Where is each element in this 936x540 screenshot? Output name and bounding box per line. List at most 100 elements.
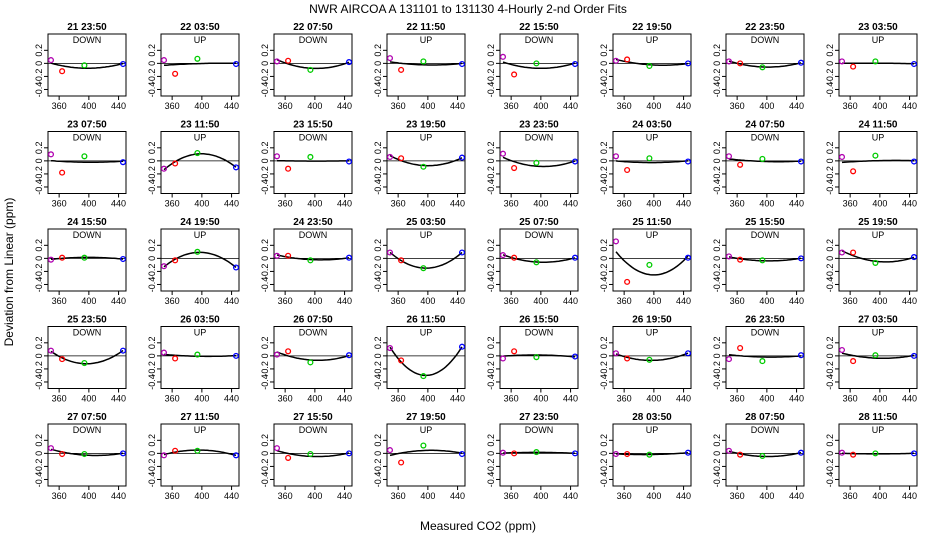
data-point bbox=[47, 151, 55, 158]
panel: 25 15:50 DOWN 360 400 440 -0.4-0.2 0 0.2 bbox=[712, 217, 805, 306]
y-tick-label: 0 bbox=[34, 256, 44, 261]
y-tick-label: -0.2 bbox=[599, 459, 609, 475]
y-tick-label: -0.2 bbox=[147, 264, 157, 280]
y-tick-label: -0.4 bbox=[260, 472, 270, 488]
x-tick-label: 440 bbox=[337, 199, 352, 209]
y-tick-label: -0.4 bbox=[34, 179, 44, 195]
panel-title: 27 11:50 bbox=[181, 412, 220, 423]
x-tick-label: 360 bbox=[391, 394, 406, 404]
data-point bbox=[759, 452, 766, 460]
x-tick-label: 440 bbox=[337, 491, 352, 501]
y-tick-label: 0 bbox=[373, 451, 383, 456]
panel: 27 07:50 DOWN 360 400 440 -0.4-0.2 0 0.2 bbox=[34, 412, 127, 501]
x-tick-label: 400 bbox=[420, 394, 435, 404]
data-point bbox=[612, 238, 620, 245]
data-point bbox=[759, 358, 766, 365]
panel-frame bbox=[160, 228, 240, 292]
data-point bbox=[232, 452, 240, 459]
data-point bbox=[386, 249, 394, 256]
data-point bbox=[725, 153, 733, 160]
x-tick-label: 400 bbox=[872, 296, 887, 306]
data-point bbox=[624, 450, 631, 458]
y-tick-label: -0.2 bbox=[147, 459, 157, 475]
x-tick-label: 400 bbox=[194, 199, 209, 209]
data-point bbox=[232, 164, 240, 171]
x-tick-label: 440 bbox=[563, 394, 578, 404]
x-tick-label: 360 bbox=[278, 199, 293, 209]
y-tick-label: 0 bbox=[599, 158, 609, 163]
panel-direction-label: UP bbox=[872, 425, 885, 435]
data-point bbox=[160, 452, 168, 459]
panel: 21 23:50 DOWN 360 400 440 -0.4-0.2 0 0.2 bbox=[34, 22, 127, 111]
data-point bbox=[398, 257, 405, 264]
data-point bbox=[612, 350, 620, 357]
data-point bbox=[499, 252, 507, 259]
y-tick-label: 0 bbox=[825, 353, 835, 358]
data-point bbox=[838, 58, 846, 65]
y-tick-label: -0.2 bbox=[260, 361, 270, 377]
panel-title: 27 19:50 bbox=[406, 412, 446, 423]
x-tick-label: 400 bbox=[759, 296, 774, 306]
data-point bbox=[571, 450, 579, 457]
x-tick-label: 400 bbox=[646, 394, 661, 404]
y-tick-label: 0.2 bbox=[712, 337, 722, 350]
data-point bbox=[737, 451, 744, 458]
x-tick-label: 360 bbox=[278, 491, 293, 501]
y-tick-label: 0 bbox=[486, 61, 496, 66]
data-point bbox=[850, 168, 857, 175]
panel-frame bbox=[612, 423, 692, 487]
y-tick-label: 0 bbox=[825, 256, 835, 261]
y-tick-label: -0.4 bbox=[825, 374, 835, 390]
x-tick-label: 360 bbox=[730, 296, 745, 306]
panel-direction-label: UP bbox=[872, 230, 885, 240]
y-tick-label: -0.2 bbox=[599, 166, 609, 182]
panel: 23 07:50 DOWN 360 400 440 -0.4-0.2 0 0.2 bbox=[34, 120, 127, 209]
panel-title: 22 19:50 bbox=[632, 22, 672, 33]
y-tick-label: -0.4 bbox=[712, 82, 722, 98]
fit-curve bbox=[615, 251, 689, 276]
y-tick-label: 0.2 bbox=[260, 434, 270, 447]
x-tick-label: 360 bbox=[52, 101, 67, 111]
fit-curve bbox=[389, 449, 463, 457]
y-tick-label: -0.4 bbox=[599, 277, 609, 293]
y-tick-label: -0.4 bbox=[825, 472, 835, 488]
panel-direction-label: UP bbox=[194, 328, 207, 338]
fit-curve bbox=[163, 251, 237, 268]
data-point bbox=[910, 254, 918, 261]
y-tick-label: 0 bbox=[486, 256, 496, 261]
panel-frame bbox=[612, 33, 692, 97]
panel-frame bbox=[838, 423, 918, 487]
data-point bbox=[386, 153, 394, 161]
y-tick-label: -0.4 bbox=[34, 472, 44, 488]
y-tick-label: 0.2 bbox=[373, 337, 383, 350]
panel-frame bbox=[273, 423, 353, 487]
panel-frame bbox=[725, 131, 805, 194]
y-tick-label: -0.2 bbox=[34, 361, 44, 377]
x-tick-label: 400 bbox=[646, 296, 661, 306]
panel-direction-label: UP bbox=[646, 328, 659, 338]
panel-frame bbox=[386, 131, 466, 194]
data-point bbox=[571, 353, 579, 360]
panel-direction-label: DOWN bbox=[299, 328, 328, 338]
y-tick-label: -0.2 bbox=[373, 459, 383, 475]
panel: 25 11:50 UP 360 400 440 -0.4-0.2 0 0.2 bbox=[599, 217, 692, 306]
y-tick-label: -0.2 bbox=[260, 69, 270, 85]
data-point bbox=[612, 57, 620, 64]
panel: 28 03:50 UP 360 400 440 -0.4-0.2 0 0.2 bbox=[599, 412, 692, 501]
panel-title: 24 11:50 bbox=[859, 120, 898, 131]
panel: 27 03:50 UP 360 400 440 -0.4-0.2 0 0.2 bbox=[825, 315, 918, 404]
y-tick-label: -0.2 bbox=[486, 166, 496, 182]
data-point bbox=[420, 373, 427, 380]
x-tick-label: 440 bbox=[563, 296, 578, 306]
y-tick-label: 0 bbox=[260, 353, 270, 358]
y-tick-label: 0.2 bbox=[34, 434, 44, 447]
panel-direction-label: UP bbox=[872, 328, 885, 338]
y-tick-label: -0.4 bbox=[599, 82, 609, 98]
panel: 27 15:50 DOWN 360 400 440 -0.4-0.2 0 0.2 bbox=[260, 412, 353, 501]
data-point bbox=[81, 359, 88, 367]
y-tick-label: 0 bbox=[147, 61, 157, 66]
y-tick-label: 0.2 bbox=[599, 44, 609, 57]
panel-frame bbox=[386, 326, 466, 389]
data-point bbox=[533, 60, 540, 67]
x-tick-label: 360 bbox=[730, 394, 745, 404]
